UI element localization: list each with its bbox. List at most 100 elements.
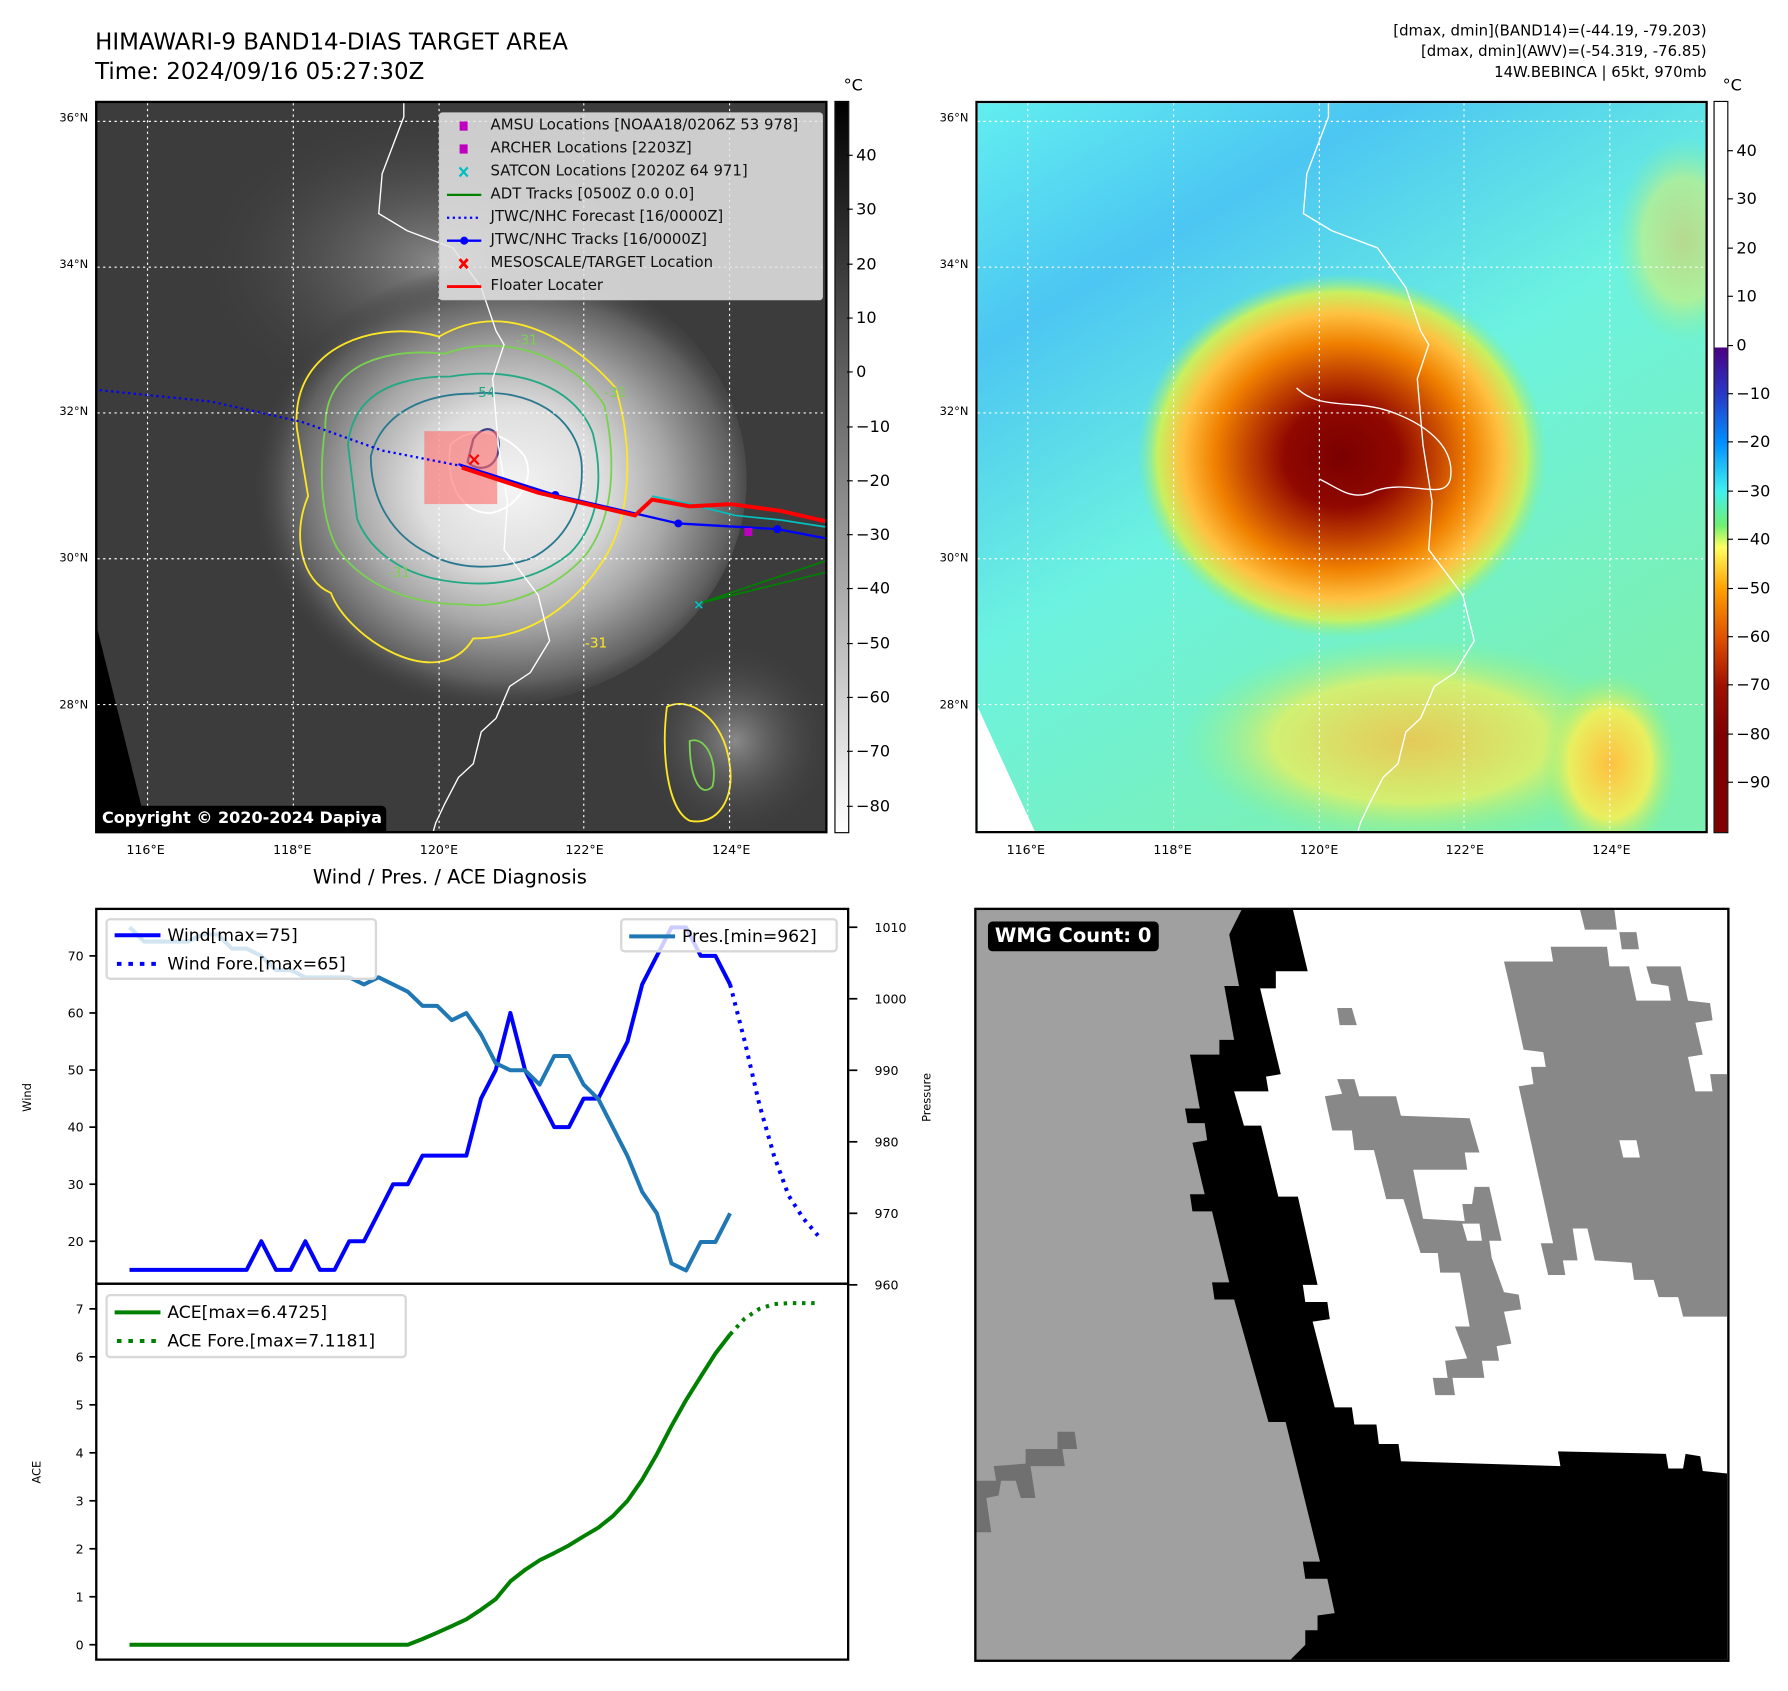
ace-axes: 0 1 2 3 4 5 6 7 ACE[max=6.4725] ACE Fore.[max=7… xyxy=(76,1282,850,1661)
wmg-panel: WMG Count: 0 xyxy=(974,907,1730,1662)
contour-label: -54 xyxy=(473,385,495,401)
lon-tick-label: 124°E xyxy=(1592,842,1631,858)
series-line-ace xyxy=(129,1333,732,1647)
jtwc-forecast-track xyxy=(99,389,471,469)
colorbar-tick-label: −80 xyxy=(847,797,891,816)
dotted-line-icon xyxy=(116,961,161,966)
x-marker-icon xyxy=(458,258,469,270)
ace-plot: 0 1 2 3 4 5 6 7 xyxy=(76,1301,819,1652)
colorbar-tick-label: −30 xyxy=(1727,482,1771,501)
colorbar-tick-label: −70 xyxy=(1727,676,1771,696)
series-line-wind-fore xyxy=(728,983,820,1237)
legend-item-wind: Wind[max=75] xyxy=(108,920,375,950)
legend-item-amsu: AMSU Locations [NOAA18/0206Z 53 978] xyxy=(440,115,822,138)
stats-storm: 14W.BEBINCA | 65kt, 970mb xyxy=(1494,64,1707,82)
wind-tick-label: 50 xyxy=(68,1063,84,1078)
colorbar-tick-label: −10 xyxy=(1727,385,1771,404)
wmg-dark-patch xyxy=(976,1431,1078,1533)
pressure-axis-label: Pressure xyxy=(921,1072,934,1122)
legend-item-floater: Floater Locater xyxy=(440,275,822,298)
dotted-line-icon xyxy=(446,216,482,219)
lat-tick-label: 34°N xyxy=(939,259,969,272)
colorbar-tick-label: −60 xyxy=(1727,628,1771,647)
awv-map xyxy=(975,100,1708,834)
ace-tick-label: 7 xyxy=(76,1301,84,1316)
lon-tick-label: 116°E xyxy=(126,842,165,858)
lon-tick-label: 118°E xyxy=(1153,842,1192,858)
colorbar-tick-label: 40 xyxy=(1727,142,1757,161)
legend-item-pressure: Pres.[min=962] xyxy=(622,922,835,952)
colorbar-tick-label: −40 xyxy=(1727,530,1771,550)
pressure-tick-label: 1010 xyxy=(875,920,907,935)
wind-tick-label: 20 xyxy=(68,1234,84,1249)
coastline-estuary xyxy=(1296,387,1452,496)
ace-tick-label: 1 xyxy=(76,1589,84,1604)
wmg-gray-patch xyxy=(1337,1008,1357,1026)
wmg-gray-patch xyxy=(1503,946,1728,1317)
lat-tick-label: 32°N xyxy=(59,405,89,419)
pressure-tick-label: 1000 xyxy=(875,991,907,1006)
lat-tick-label: 28°N xyxy=(59,699,89,712)
colorbar-tick-label: −30 xyxy=(847,526,891,545)
target-location-marker: × xyxy=(466,449,481,470)
map-legend: AMSU Locations [NOAA18/0206Z 53 978] ARC… xyxy=(438,112,823,301)
adt-track xyxy=(699,571,826,604)
legend-item-adt: ADT Tracks [0500Z 0.0 0.0] xyxy=(440,183,822,206)
legend-item-wind-forecast: Wind Fore.[max=65] xyxy=(108,949,375,979)
ace-tick-label: 3 xyxy=(76,1493,84,1508)
series-line-ace-forecast xyxy=(728,1301,819,1336)
pressure-tick-label: 990 xyxy=(875,1063,899,1078)
adt-track xyxy=(699,560,826,604)
colorbar-tick-label: 30 xyxy=(847,200,877,220)
figure-title: HIMAWARI-9 BAND14-DIAS TARGET AREA xyxy=(95,27,568,56)
copyright-label: Copyright © 2020-2024 Dapiya xyxy=(97,805,387,831)
colorbar-tick-label: −40 xyxy=(847,580,891,599)
lon-tick-label: 116°E xyxy=(1006,842,1045,858)
satcon-track xyxy=(651,495,826,528)
colorbar-tick-label: 20 xyxy=(1727,239,1757,258)
wind-tick-label: 30 xyxy=(68,1177,84,1192)
figure-time: Time: 2024/09/16 05:27:30Z xyxy=(95,57,425,85)
lat-tick-label: 30°N xyxy=(939,552,969,566)
amsu-location-marker xyxy=(744,527,753,536)
lon-tick-label: 120°E xyxy=(1300,842,1339,858)
coastline xyxy=(1302,103,1475,831)
solid-line-icon xyxy=(114,1310,161,1315)
legend-item-ace: ACE[max=6.4725] xyxy=(108,1297,405,1327)
ace-legend: ACE[max=6.4725] ACE Fore.[max=7.1181] xyxy=(105,1294,407,1359)
contour-label: -31 xyxy=(604,385,626,401)
legend-item-jtwc-forecast: JTWC/NHC Forecast [16/0000Z] xyxy=(440,206,822,229)
legend-item-jtwc-tracks: JTWC/NHC Tracks [16/0000Z] xyxy=(440,229,822,252)
colorbar-tick-label: 0 xyxy=(847,363,867,382)
ace-tick-label: 5 xyxy=(76,1397,84,1412)
lat-tick-label: 36°N xyxy=(59,112,89,125)
colorbar-tick-label: −20 xyxy=(1727,433,1771,453)
colorbar-tick-label: −50 xyxy=(847,634,891,653)
colorbar-tick-label: −10 xyxy=(847,417,891,437)
colorbar-tick-label: −90 xyxy=(1727,773,1771,793)
legend-item-archer: ARCHER Locations [2203Z] xyxy=(440,138,822,161)
wmg-gray-patch xyxy=(1324,1079,1522,1396)
colorbar-tick-label: −80 xyxy=(1727,725,1771,744)
square-marker-icon xyxy=(459,144,468,154)
lat-tick-label: 30°N xyxy=(59,552,89,566)
line-dot-marker-icon xyxy=(446,236,482,245)
lon-tick-label: 118°E xyxy=(273,842,312,858)
ace-tick-label: 4 xyxy=(76,1445,84,1460)
contour-label: -31 xyxy=(388,565,410,581)
colorbar-tick-label: −20 xyxy=(847,471,891,491)
satcon-location-marker: × xyxy=(693,597,704,613)
diagnosis-title: Wind / Pres. / ACE Diagnosis xyxy=(312,866,587,890)
no-data-wedge xyxy=(977,706,1035,831)
colorbar-tick-label: 0 xyxy=(1727,336,1747,355)
pressure-legend: Pres.[min=962] xyxy=(620,918,838,953)
wind-tick-label: 40 xyxy=(68,1120,84,1135)
wmg-count-badge: WMG Count: 0 xyxy=(987,921,1159,952)
wind-tick-label: 70 xyxy=(68,948,84,963)
lat-tick-label: 28°N xyxy=(939,699,969,712)
wind-pressure-axes: 20 30 40 50 60 70 960 970 980 990 1000 1010 Wind[ma… xyxy=(68,907,907,1292)
pressure-tick-label: 980 xyxy=(875,1134,899,1149)
lon-tick-label: 122°E xyxy=(565,842,604,858)
ace-axis-label: ACE xyxy=(31,1460,45,1484)
